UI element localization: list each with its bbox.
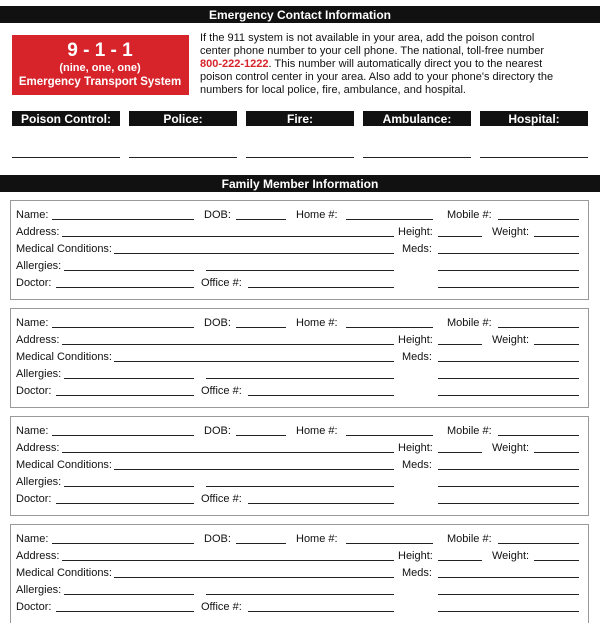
field-label: Meds: xyxy=(402,567,432,579)
field-label: Name: xyxy=(16,209,48,221)
contact-label-box xyxy=(480,111,588,126)
field-label: Meds: xyxy=(402,351,432,363)
field-label: Name: xyxy=(16,533,48,545)
emergency-system: Emergency Transport System xyxy=(19,76,181,88)
field-label: Weight: xyxy=(492,226,529,238)
field-label: Meds: xyxy=(402,459,432,471)
contact-label: Ambulance: xyxy=(383,112,452,126)
field-label: Name: xyxy=(16,317,48,329)
emergency-words: (nine, one, one) xyxy=(59,62,141,74)
notice-line: center phone number to your cell phone. … xyxy=(200,45,544,57)
contact-label: Poison Control: xyxy=(21,112,111,126)
field-label: Address: xyxy=(16,550,59,562)
field-label: Allergies: xyxy=(16,368,61,380)
field-label: Mobile #: xyxy=(447,209,492,221)
field-label: DOB: xyxy=(204,533,231,545)
field-label: Home #: xyxy=(296,425,338,437)
family-title: Family Member Information xyxy=(222,177,379,191)
field-label: Home #: xyxy=(296,533,338,545)
contact-label: Fire: xyxy=(287,112,313,126)
notice-line: numbers for local police, fire, ambulanc… xyxy=(200,84,466,96)
field-label: DOB: xyxy=(204,209,231,221)
field-label: Height: xyxy=(398,334,433,346)
contact-label-box xyxy=(12,111,120,126)
contact-label-box xyxy=(129,111,237,126)
field-label: Height: xyxy=(398,442,433,454)
field-label: Mobile #: xyxy=(447,533,492,545)
field-label: Office #: xyxy=(201,385,242,397)
family-bar xyxy=(0,175,600,192)
field-label: Mobile #: xyxy=(447,317,492,329)
notice-phone: 800-222-1222 xyxy=(200,58,269,70)
field-label: Address: xyxy=(16,334,59,346)
field-label: Office #: xyxy=(201,493,242,505)
emergency-box xyxy=(12,35,189,95)
field-label: Height: xyxy=(398,550,433,562)
contact-label-box xyxy=(246,111,354,126)
field-label: Weight: xyxy=(492,550,529,562)
field-label: Medical Conditions: xyxy=(16,567,112,579)
emergency-number: 9 - 1 - 1 xyxy=(67,40,133,61)
field-label: Home #: xyxy=(296,317,338,329)
field-label: Doctor: xyxy=(16,385,51,397)
contact-label: Police: xyxy=(163,112,202,126)
field-label: Home #: xyxy=(296,209,338,221)
field-label: Medical Conditions: xyxy=(16,459,112,471)
header-bar xyxy=(0,6,600,23)
header-title: Emergency Contact Information xyxy=(209,8,391,22)
field-label: Office #: xyxy=(201,277,242,289)
member-box xyxy=(10,308,589,408)
field-label: Medical Conditions: xyxy=(16,243,112,255)
field-label: Meds: xyxy=(402,243,432,255)
field-label: Height: xyxy=(398,226,433,238)
field-label: Address: xyxy=(16,442,59,454)
field-label: DOB: xyxy=(204,317,231,329)
notice-line: If the 911 system is not available in yo… xyxy=(200,32,534,44)
notice-line: 800-222-1222. This number will automatic… xyxy=(200,58,542,70)
field-label: Allergies: xyxy=(16,476,61,488)
field-label: DOB: xyxy=(204,425,231,437)
field-label: Allergies: xyxy=(16,584,61,596)
field-label: Doctor: xyxy=(16,277,51,289)
field-label: Address: xyxy=(16,226,59,238)
field-label: Doctor: xyxy=(16,601,51,613)
contact-label-box xyxy=(363,111,471,126)
field-label: Name: xyxy=(16,425,48,437)
notice-line: poison control center in your area. Also… xyxy=(200,71,553,83)
member-box xyxy=(10,524,589,623)
member-box xyxy=(10,416,589,516)
field-label: Office #: xyxy=(201,601,242,613)
field-label: Mobile #: xyxy=(447,425,492,437)
field-label: Allergies: xyxy=(16,260,61,272)
contact-label: Hospital: xyxy=(508,112,559,126)
notice-phone-rest: . This number will automatically direct … xyxy=(269,58,543,70)
field-label: Weight: xyxy=(492,334,529,346)
field-label: Medical Conditions: xyxy=(16,351,112,363)
field-label: Weight: xyxy=(492,442,529,454)
member-box xyxy=(10,200,589,300)
field-label: Doctor: xyxy=(16,493,51,505)
